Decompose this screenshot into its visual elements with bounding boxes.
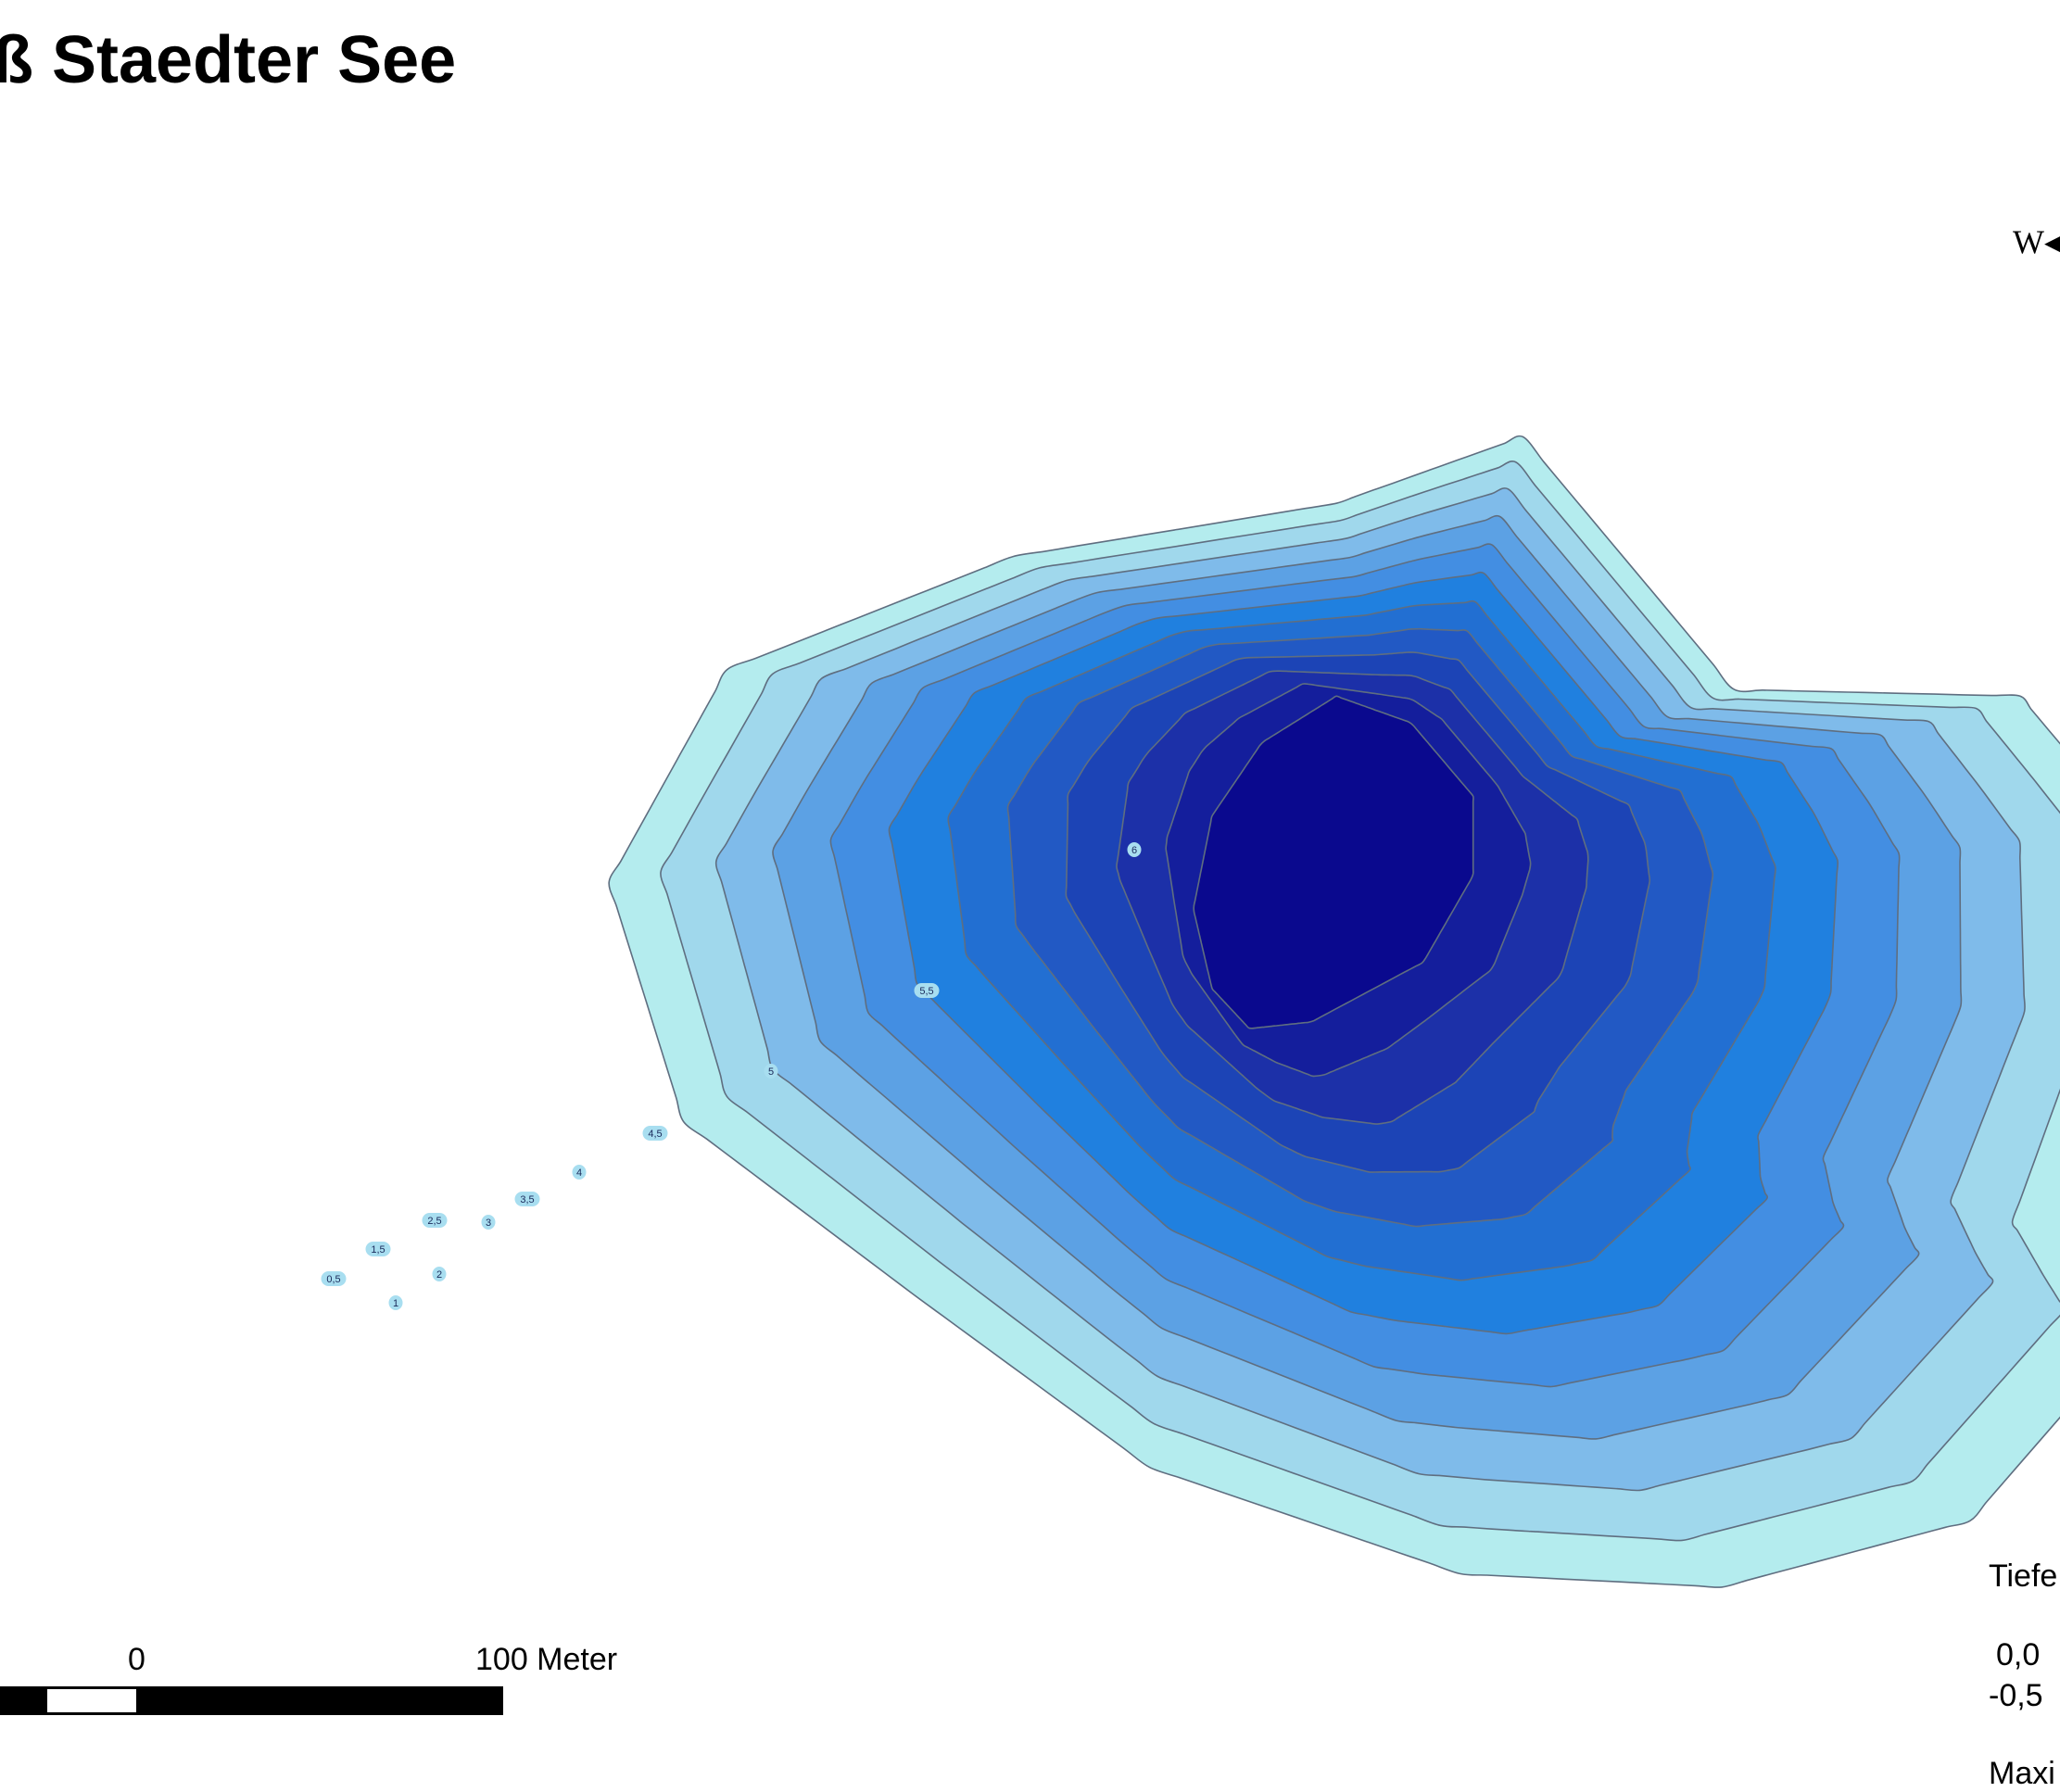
depth-label: 1,5 — [371, 1244, 385, 1256]
depth-label-badge — [432, 1267, 447, 1281]
depth-label-badge — [365, 1242, 391, 1256]
north-arrow: W◂ — [2013, 222, 2060, 261]
scale-bar-white-segment — [47, 1689, 136, 1712]
depth-label: 2 — [436, 1269, 442, 1281]
depth-label: 5,5 — [919, 986, 933, 997]
depth-label: 2,5 — [427, 1216, 441, 1227]
legend-footer: Maxi — [1989, 1756, 2055, 1791]
depth-label-badge — [422, 1213, 448, 1228]
compass-west-label: W — [2013, 223, 2044, 260]
depth-label-badge — [914, 983, 940, 998]
depth-label: 1 — [393, 1298, 398, 1309]
scale-zero-label: 0 — [128, 1642, 145, 1677]
depth-label-badge — [642, 1126, 668, 1141]
depth-label: 6 — [1131, 845, 1137, 856]
legend-title: Tiefe — [1989, 1559, 2058, 1594]
compass-arrow-icon: ◂ — [2043, 223, 2060, 260]
legend-row-1: -0,5 — [1989, 1678, 2043, 1713]
depth-label: 4,5 — [648, 1129, 662, 1140]
depth-band — [1193, 695, 1474, 1029]
depth-label: 0,5 — [326, 1274, 340, 1285]
depth-label: 4 — [576, 1167, 582, 1179]
depth-label: 3 — [486, 1218, 491, 1229]
depth-label-badge — [572, 1165, 587, 1180]
scale-end-label: 100 Meter — [475, 1642, 618, 1677]
depth-label-badge — [481, 1215, 496, 1230]
depth-label-badge — [1127, 842, 1142, 857]
depth-contours — [608, 435, 2060, 1588]
depth-label-badge — [764, 1064, 778, 1079]
depth-labels: 0,5 1 1,5 2 2,5 3 3,5 4 4,5 5 5,5 6 — [321, 842, 1142, 1310]
map-title: ß Staedter See — [0, 23, 457, 97]
depth-label: 5 — [768, 1066, 774, 1078]
depth-label: 3,5 — [520, 1194, 534, 1205]
depth-label-badge — [514, 1192, 540, 1206]
depth-label-badge — [321, 1271, 347, 1286]
depth-label-badge — [388, 1295, 403, 1310]
legend-row-0: 0,0 — [1996, 1637, 2041, 1672]
